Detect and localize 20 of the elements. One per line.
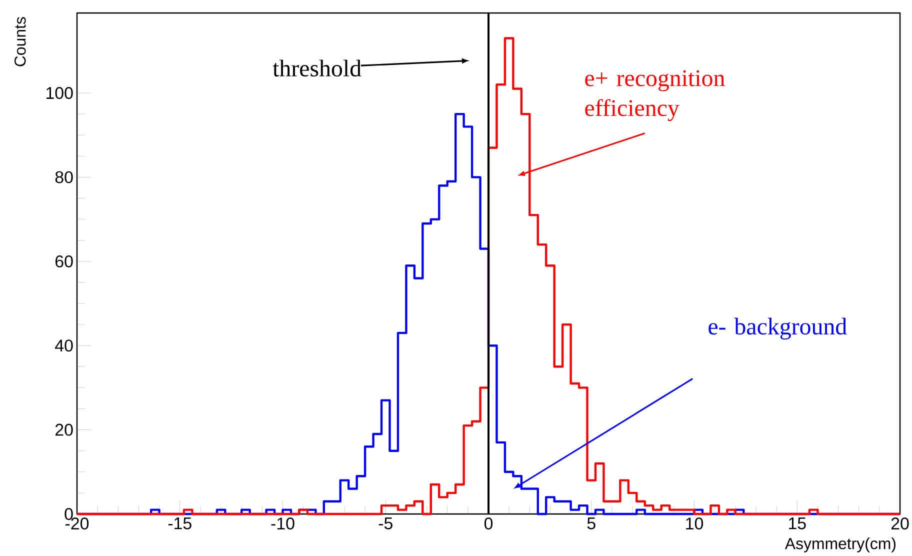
y-tick-label: 100: [46, 86, 73, 99]
ref-line-label: threshold: [272, 60, 362, 77]
x-tick-label: 0: [484, 518, 493, 530]
x-tick-label: 5: [587, 518, 596, 530]
y-tick-label: 40: [55, 340, 73, 352]
x-tick-label: -5: [378, 518, 392, 530]
y-tick-label: 60: [56, 255, 73, 268]
y-tick-label: 20: [56, 424, 73, 436]
y-tick-label: 80: [55, 171, 73, 184]
x-tick-label: 15: [789, 518, 806, 530]
y-tick-label: 0: [64, 508, 73, 520]
y-axis-title: Counts: [14, 17, 26, 66]
x-tick-label: 10: [686, 518, 704, 530]
x-tick-label: -10: [271, 518, 294, 530]
x-tick-label: -15: [168, 518, 192, 530]
x-axis-title: Asymmetry(cm): [784, 538, 896, 552]
x-tick-label: 20: [891, 518, 909, 530]
text: e+ recognition efficiency: [585, 70, 725, 122]
x-tick-label: -20: [66, 518, 89, 530]
text: e- background: [708, 318, 847, 340]
